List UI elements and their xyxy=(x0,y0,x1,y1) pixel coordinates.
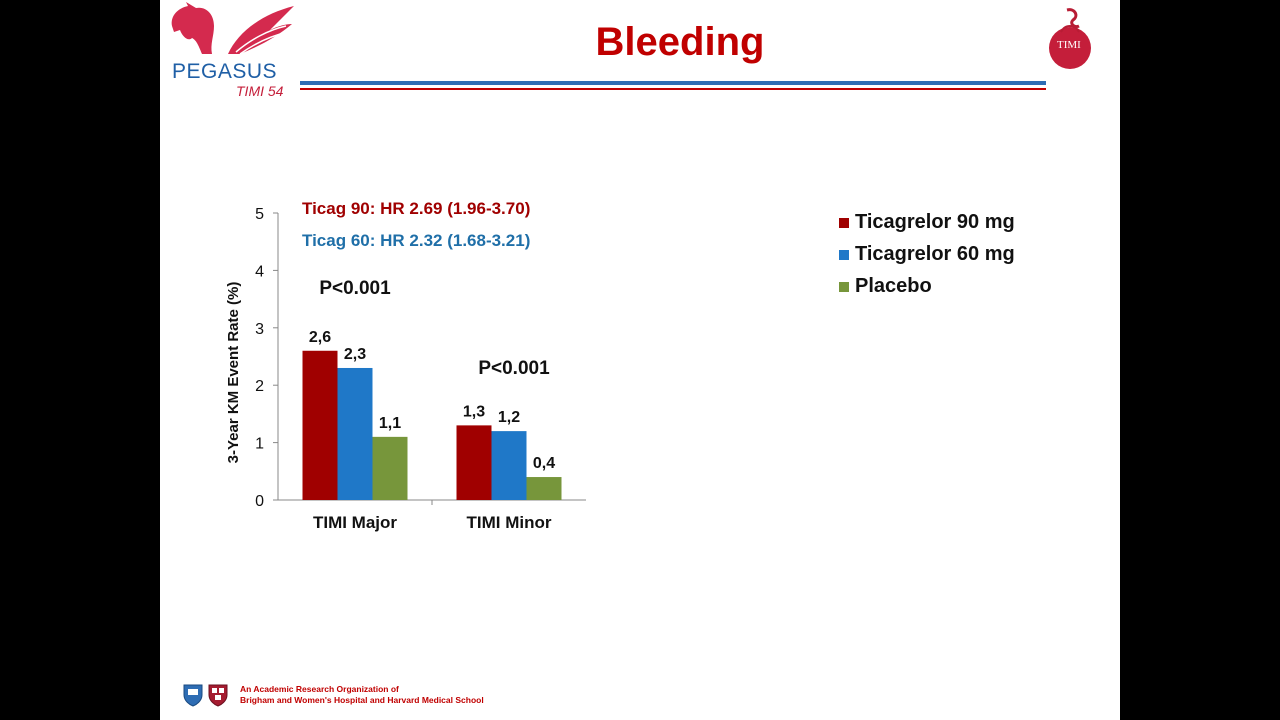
bar xyxy=(491,431,527,500)
y-tick-label: 3 xyxy=(255,321,264,338)
hr-90-annotation: Ticag 90: HR 2.69 (1.96-3.70) xyxy=(302,199,530,218)
y-tick-label: 1 xyxy=(255,436,264,453)
y-tick-label: 4 xyxy=(255,263,264,280)
legend-label: Placebo xyxy=(855,275,932,297)
legend-label: Ticagrelor 60 mg xyxy=(855,243,1015,265)
harvard-shield-icon xyxy=(208,684,228,707)
footer-line-1: An Academic Research Organization of xyxy=(240,684,399,694)
bar xyxy=(526,477,562,500)
legend-swatch xyxy=(839,218,849,228)
header-rule-blue xyxy=(300,81,1046,85)
y-tick-label: 0 xyxy=(255,493,264,510)
data-label: 1,2 xyxy=(498,409,520,426)
p-value-major: P<0.001 xyxy=(319,278,391,299)
legend-swatch xyxy=(839,250,849,260)
slide: PEGASUS TIMI 54 Bleeding TIMI 0 1 2 3 4 5 3-Ye… xyxy=(160,0,1120,720)
pegasus-horse-icon xyxy=(171,2,294,55)
data-label: 2,6 xyxy=(309,329,331,346)
pegasus-logo-subtitle: TIMI 54 xyxy=(236,83,284,99)
y-axis-label: 3-Year KM Event Rate (%) xyxy=(225,282,242,464)
slide-title: Bleeding xyxy=(595,20,765,64)
pegasus-logo-name: PEGASUS xyxy=(172,60,278,83)
p-value-minor: P<0.001 xyxy=(478,358,550,379)
timi-logo xyxy=(1045,4,1095,80)
bwh-shield-icon xyxy=(183,684,203,707)
timi-logo-text: TIMI xyxy=(1057,39,1081,51)
y-tick-label: 5 xyxy=(255,206,264,223)
header-rule-red xyxy=(300,88,1046,90)
bar xyxy=(337,367,373,500)
bar xyxy=(372,436,408,500)
data-label: 1,3 xyxy=(463,403,485,420)
data-label: 0,4 xyxy=(533,455,555,472)
legend-label: Ticagrelor 90 mg xyxy=(855,211,1015,233)
y-tick-label: 2 xyxy=(255,378,264,395)
footer-text: An Academic Research Organization of Bri… xyxy=(240,684,484,706)
category-label: TIMI Major xyxy=(313,513,397,532)
timi-logo-icon xyxy=(1049,8,1091,69)
footer-line-2: Brigham and Women's Hospital and Harvard… xyxy=(240,695,484,705)
bar xyxy=(456,425,492,500)
bar xyxy=(302,350,338,500)
pegasus-logo: PEGASUS TIMI 54 xyxy=(166,2,294,100)
hr-60-annotation: Ticag 60: HR 2.32 (1.68-3.21) xyxy=(302,231,530,250)
legend-swatch xyxy=(839,282,849,292)
bar-chart: 0 1 2 3 4 5 3-Year KM Event Rate (%) 2,6 2,3 1,1 T… xyxy=(225,199,586,532)
data-label: 1,1 xyxy=(379,415,401,432)
category-label: TIMI Minor xyxy=(467,513,552,532)
data-label: 2,3 xyxy=(344,346,366,363)
